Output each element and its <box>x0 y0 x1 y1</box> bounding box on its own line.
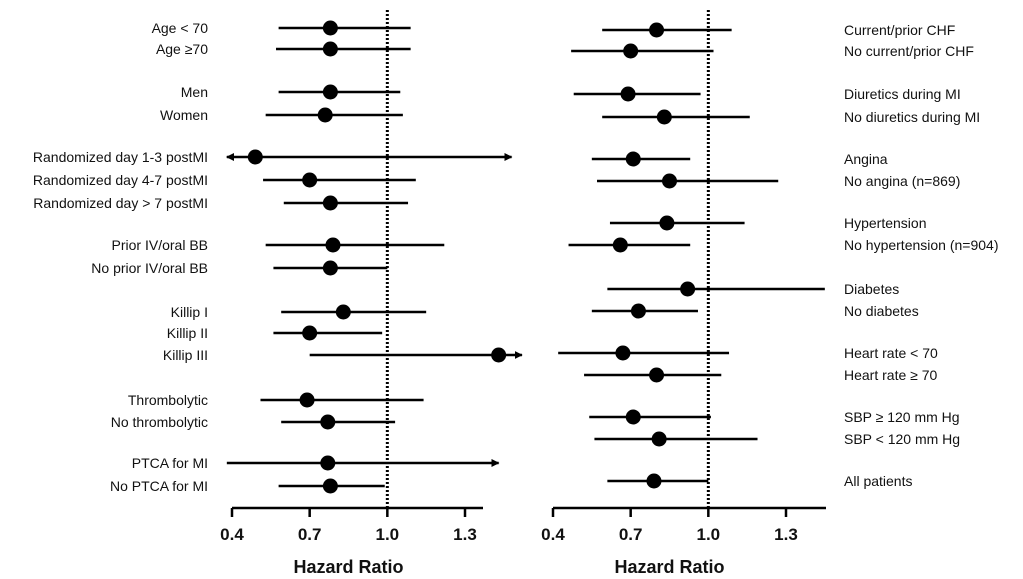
right-axis-title: Hazard Ratio <box>614 557 724 577</box>
right-row-label: Diabetes <box>844 281 899 297</box>
right-row-label: Hypertension <box>844 215 927 231</box>
left-row-label: Killip III <box>163 347 208 363</box>
left-hazard-point <box>317 107 333 123</box>
right-row-label: No diuretics during MI <box>844 109 980 125</box>
right-x-tick-label: 0.4 <box>541 525 565 544</box>
right-row-label: Heart rate < 70 <box>844 345 938 361</box>
right-row-label: Heart rate ≥ 70 <box>844 367 937 383</box>
left-hazard-point <box>322 478 338 494</box>
left-hazard-point <box>335 304 351 320</box>
left-hazard-point <box>491 347 507 363</box>
left-x-tick-label: 0.4 <box>220 525 244 544</box>
right-row-label: SBP < 120 mm Hg <box>844 431 960 447</box>
right-hazard-point <box>623 43 639 59</box>
left-row-label: Women <box>160 107 208 123</box>
left-row-label: Thrombolytic <box>128 392 208 408</box>
right-row-label: Angina <box>844 151 888 167</box>
left-row-label: Randomized day 4-7 postMI <box>33 172 208 188</box>
left-x-tick-label: 0.7 <box>298 525 322 544</box>
right-hazard-point <box>656 109 672 125</box>
left-hazard-point <box>320 455 336 471</box>
right-row-label: All patients <box>844 473 912 489</box>
right-hazard-point <box>651 431 667 447</box>
left-row-label: No prior IV/oral BB <box>91 260 208 276</box>
right-row-label: Current/prior CHF <box>844 22 955 38</box>
left-hazard-point <box>302 325 318 341</box>
left-row-label: Killip I <box>171 304 208 320</box>
left-hazard-point <box>322 84 338 100</box>
left-x-tick-label: 1.3 <box>453 525 477 544</box>
right-hazard-point <box>625 409 641 425</box>
right-hazard-point <box>659 215 675 231</box>
right-row-label: No angina (n=869) <box>844 173 960 189</box>
left-hazard-point <box>302 172 318 188</box>
right-hazard-point <box>662 173 677 189</box>
left-hazard-point <box>325 237 341 253</box>
right-hazard-point <box>680 281 696 297</box>
right-row-label: No diabetes <box>844 303 919 319</box>
left-row-label: Prior IV/oral BB <box>112 237 208 253</box>
right-row-label: No hypertension (n=904) <box>844 237 999 253</box>
left-row-label: Randomized day > 7 postMI <box>33 195 208 211</box>
left-row-label: Age < 70 <box>152 20 209 36</box>
left-row-label: Randomized day 1-3 postMI <box>33 149 208 165</box>
right-hazard-point <box>630 303 646 319</box>
right-row-label: SBP ≥ 120 mm Hg <box>844 409 960 425</box>
right-x-tick-label: 1.3 <box>774 525 798 544</box>
right-hazard-point <box>625 151 641 167</box>
left-row-label: Killip II <box>167 325 208 341</box>
left-hazard-point <box>320 414 336 430</box>
right-hazard-point <box>646 473 662 489</box>
left-hazard-point <box>322 41 338 57</box>
left-axis-title: Hazard Ratio <box>293 557 403 577</box>
right-forest-panel: 0.4 0.7 1.0 1.3 Hazard Ratio Current/prior CH… <box>541 10 999 577</box>
right-row-label: Diuretics during MI <box>844 86 961 102</box>
left-hazard-point <box>299 392 315 408</box>
left-hazard-point <box>247 149 263 165</box>
left-forest-panel: 0.4 0.7 1.0 1.3 Hazard Ratio Age < 70 Age ≥70 M… <box>33 10 523 577</box>
left-row-label: No PTCA for MI <box>110 478 208 494</box>
left-row-label: Men <box>181 84 208 100</box>
right-hazard-point <box>612 237 628 253</box>
right-hazard-point <box>615 345 631 361</box>
right-x-tick-label: 1.0 <box>697 525 721 544</box>
left-row-label: No thrombolytic <box>111 414 208 430</box>
right-row-label: No current/prior CHF <box>844 43 974 59</box>
left-hazard-point <box>322 20 338 36</box>
left-x-tick-label: 1.0 <box>376 525 400 544</box>
right-hazard-point <box>649 22 665 38</box>
left-row-label: Age ≥70 <box>156 41 208 57</box>
left-row-label: PTCA for MI <box>132 455 208 471</box>
left-hazard-point <box>322 260 338 276</box>
left-hazard-point <box>322 195 338 211</box>
right-hazard-point <box>620 86 636 102</box>
right-hazard-point <box>649 367 665 383</box>
right-x-tick-label: 0.7 <box>619 525 643 544</box>
